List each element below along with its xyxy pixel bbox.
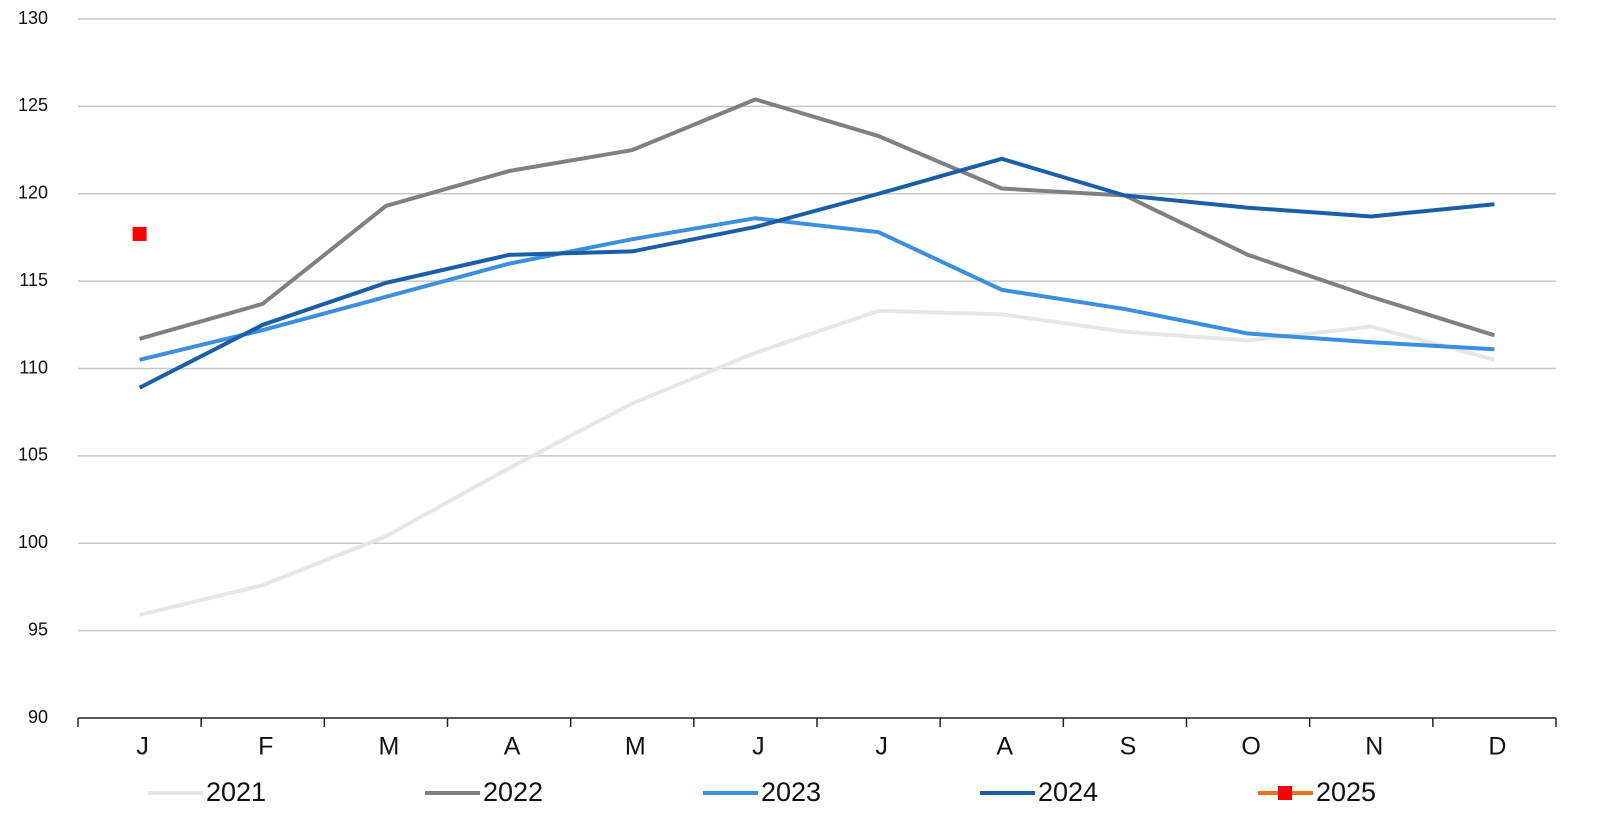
- y-tick-label: 90: [28, 707, 48, 727]
- y-tick-label: 100: [18, 532, 48, 552]
- x-tick-label: A: [996, 733, 1013, 761]
- x-tick-label: F: [258, 733, 273, 761]
- y-tick-label: 110: [19, 357, 48, 377]
- series-line: [139, 97, 1496, 341]
- x-tick-label: N: [1365, 733, 1383, 761]
- legend-marker: [1278, 786, 1292, 800]
- x-tick-label: J: [875, 733, 888, 761]
- y-tick-label: 120: [18, 183, 48, 203]
- legend-label: 2022: [483, 777, 543, 807]
- legend-label: 2023: [761, 777, 821, 807]
- legend-label: 2021: [206, 777, 266, 807]
- series-line: [139, 308, 1495, 617]
- legend-label: 2025: [1316, 777, 1376, 807]
- series-line: [138, 156, 1495, 390]
- legend-label: 2024: [1038, 777, 1098, 807]
- y-tick-label: 130: [18, 8, 48, 28]
- x-tick-label: M: [625, 733, 646, 761]
- y-tick-label: 115: [19, 270, 48, 290]
- x-tick-label: A: [504, 733, 521, 761]
- x-tick-label: M: [379, 733, 400, 761]
- x-tick-label: J: [136, 733, 149, 761]
- x-tick-label: S: [1120, 733, 1137, 761]
- y-tick-label: 95: [28, 619, 48, 639]
- x-tick-label: D: [1488, 733, 1506, 761]
- x-tick-label: O: [1241, 733, 1260, 761]
- series-line: [139, 216, 1495, 362]
- y-tick-label: 105: [18, 445, 48, 465]
- series-marker: [132, 226, 147, 241]
- y-tick-label: 125: [18, 95, 48, 115]
- x-tick-label: J: [752, 733, 765, 761]
